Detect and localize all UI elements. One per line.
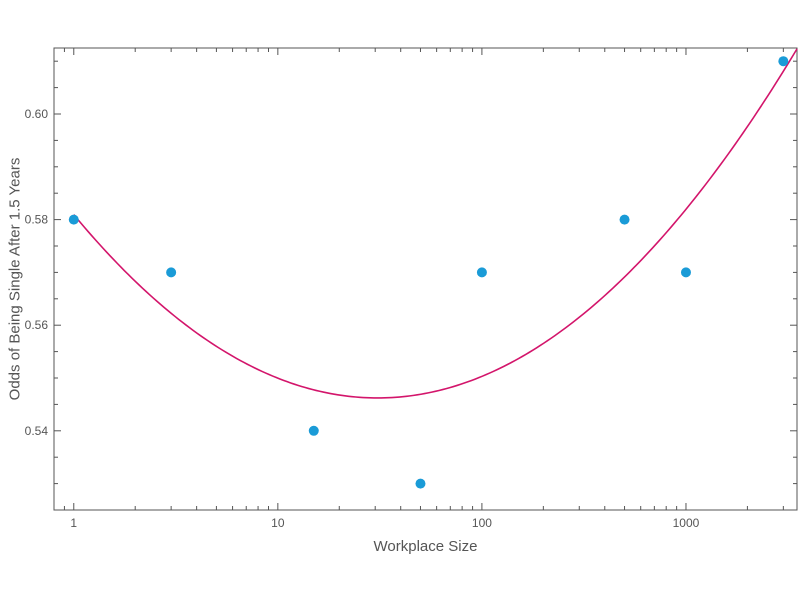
data-point [680, 267, 691, 278]
y-tick-label: 0.60 [25, 107, 49, 121]
data-point [166, 267, 177, 278]
data-point [476, 267, 487, 278]
y-tick-label: 0.58 [25, 213, 49, 227]
data-point [778, 56, 789, 67]
data-points [68, 56, 789, 489]
fit-curve [73, 48, 798, 399]
y-tick-label: 0.56 [25, 318, 49, 332]
x-axis-title: Workplace Size [374, 538, 478, 555]
data-point [68, 214, 79, 225]
plot-frame [53, 47, 798, 511]
axis-ticks [53, 48, 797, 511]
x-tick-label: 1000 [673, 516, 700, 530]
data-point [619, 214, 630, 225]
plot-border [53, 47, 798, 511]
x-tick-label: 1 [70, 516, 77, 530]
tick-labels: 1 10 100 1000 0.54 0.56 0.58 0.60 [25, 107, 700, 530]
data-point [415, 478, 426, 489]
x-tick-label: 100 [472, 516, 492, 530]
data-point [308, 425, 319, 436]
y-tick-label: 0.54 [25, 424, 49, 438]
y-axis-title: Odds of Being Single After 1.5 Years [6, 158, 23, 401]
x-tick-label: 10 [271, 516, 285, 530]
